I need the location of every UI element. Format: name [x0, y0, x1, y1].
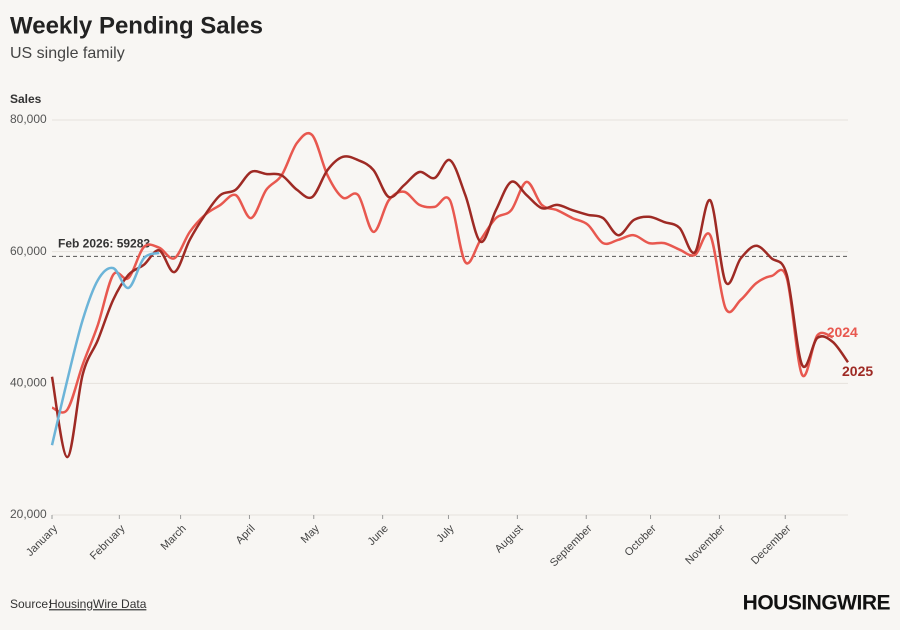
series-line: [50, 155, 850, 459]
y-axis-label: Sales: [10, 92, 42, 106]
chart-title: Weekly Pending Sales: [10, 12, 263, 39]
source-link[interactable]: HousingWire Data: [49, 597, 147, 611]
y-tick-label: 40,000: [10, 376, 47, 390]
series-line: [50, 251, 160, 446]
y-tick-label: 20,000: [10, 507, 47, 521]
series-label: 2025: [842, 363, 873, 379]
series-label: 2024: [827, 324, 858, 340]
reference-label: Feb 2026: 59283: [58, 237, 150, 251]
y-tick-label: 60,000: [10, 244, 47, 258]
y-tick-label: 80,000: [10, 112, 47, 126]
series-line: [51, 131, 834, 414]
chart-subtitle: US single family: [10, 45, 125, 62]
brand-logo: HOUSINGWIRE: [743, 592, 891, 615]
source-prefix: Source:: [10, 597, 51, 611]
